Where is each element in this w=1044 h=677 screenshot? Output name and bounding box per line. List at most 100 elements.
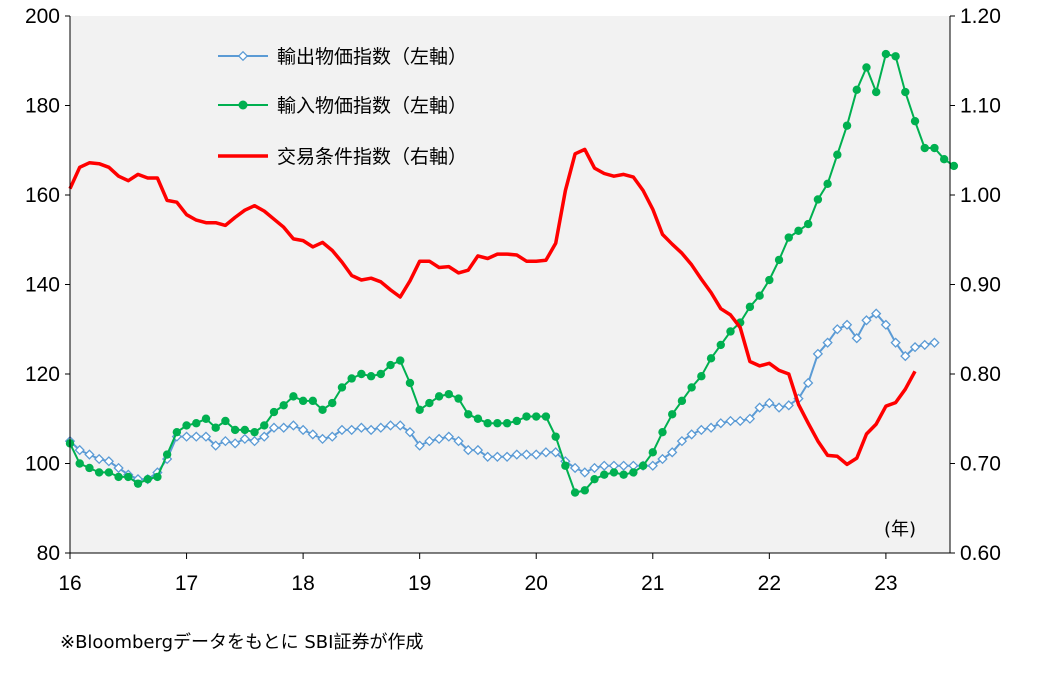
export-price-index-point (307, 429, 318, 440)
left-y-tick-label: 100 (25, 453, 60, 476)
export-price-index-point (278, 422, 289, 433)
import-price-index-point (891, 52, 900, 61)
import-price-index-point (658, 427, 667, 437)
import-price-index-point (464, 410, 473, 419)
right-y-tick-label: 0.80 (960, 363, 1001, 386)
export-price-index-point (395, 420, 406, 431)
export-price-index-point (667, 447, 678, 458)
export-price-index-point (735, 415, 746, 427)
export-price-index-point (822, 337, 833, 348)
import-price-index-point (774, 255, 784, 265)
import-price-index-point (745, 302, 755, 312)
source-note: ※Bloombergデータをもとに SBI証券が作成 (60, 632, 424, 653)
x-tick-label: 23 (874, 572, 897, 595)
export-price-index-point (220, 435, 231, 447)
import-price-index-point (803, 219, 813, 229)
import-price-index-point (706, 354, 716, 363)
import-price-index-point (541, 412, 551, 421)
import-price-index-point (425, 398, 434, 408)
export-price-index-point (871, 308, 882, 319)
import-price-index-point (930, 143, 939, 153)
legend-item: 輸出物価指数（左軸） (218, 46, 467, 68)
right-y-tick-label: 1.20 (960, 5, 1001, 28)
export-price-index-point (482, 451, 493, 462)
export-price-index-point (93, 453, 105, 465)
export-price-index-point (375, 422, 386, 433)
legend-label: 輸出物価指数（左軸） (277, 46, 467, 68)
import-price-index-point (192, 419, 201, 428)
right-y-tick-label: 1.10 (960, 95, 1001, 118)
export-price-index-point (453, 435, 464, 447)
export-price-index-point (181, 431, 192, 442)
export-price-index-point (599, 460, 610, 471)
import-price-index-point (532, 412, 541, 421)
import-price-index-point (609, 468, 619, 477)
import-price-index-point (250, 427, 259, 437)
legend-swatch-marker (237, 50, 249, 62)
import-price-index-point (454, 394, 463, 403)
import-price-index-point (240, 425, 250, 435)
export-price-index-point (841, 319, 853, 330)
export-price-index-point (890, 337, 901, 348)
export-price-index-point (647, 460, 658, 471)
import-price-index-point (201, 414, 211, 423)
import-price-index-series (65, 49, 959, 497)
import-price-index-point (172, 427, 182, 437)
import-price-index-point (434, 392, 444, 401)
import-price-index-point (910, 116, 920, 126)
import-price-index-point (939, 155, 949, 164)
export-price-index-point (521, 449, 532, 460)
import-price-index-point (376, 369, 386, 379)
import-price-index-point (318, 405, 327, 414)
export-price-index-point (764, 397, 775, 409)
legend-item: 交易条件指数（右軸） (218, 146, 467, 168)
right-y-tick-label: 0.90 (960, 274, 1001, 297)
import-price-index-point (396, 356, 405, 365)
import-price-index-point (920, 143, 929, 153)
x-tick-label: 17 (175, 572, 198, 595)
import-price-index-point (75, 459, 84, 468)
import-price-index-point (522, 412, 531, 421)
export-price-index-point (463, 444, 474, 456)
export-price-index-point (327, 431, 338, 442)
import-price-index-point (473, 414, 483, 423)
import-price-index-point (813, 195, 823, 204)
import-price-index-point (104, 468, 114, 477)
export-price-index-point (686, 429, 697, 440)
export-price-index-point (113, 462, 124, 474)
left-y-tick-label: 180 (25, 95, 60, 118)
export-price-index-point (249, 435, 260, 447)
export-price-index-point (531, 449, 542, 460)
import-price-index-point (308, 396, 318, 406)
export-price-index-point (317, 433, 328, 445)
export-price-index-point (725, 415, 736, 427)
import-price-index-point (289, 392, 298, 401)
import-price-index-point (871, 87, 881, 97)
legend-item: 輸入物価指数（左軸） (218, 95, 467, 117)
import-price-index-point (648, 448, 657, 457)
export-price-index-point (103, 456, 115, 467)
import-price-index-point (85, 463, 94, 473)
export-price-index-point (696, 424, 707, 436)
export-price-index-point (851, 333, 862, 344)
import-price-index-point (794, 226, 803, 235)
import-price-index-point (298, 396, 308, 406)
export-price-index-point (550, 447, 561, 458)
export-price-index-point (336, 424, 348, 436)
export-price-index-point (540, 447, 552, 458)
import-price-index-point (493, 419, 502, 428)
import-price-index-point (638, 461, 648, 470)
import-price-index-point (230, 425, 240, 435)
legend-swatch-marker (238, 100, 248, 110)
import-price-index-point (668, 410, 677, 419)
import-price-index-point (260, 421, 269, 430)
import-price-index-point (823, 179, 832, 189)
import-price-index-point (94, 468, 104, 477)
import-price-index-point (124, 472, 133, 482)
import-price-index-point (697, 372, 706, 381)
export-price-index-point (288, 420, 299, 431)
terms-of-trade-index-series (68, 147, 917, 467)
left-y-tick-label: 120 (25, 363, 60, 386)
left-y-tick-label: 200 (25, 5, 60, 28)
export-price-index-point (657, 453, 668, 465)
